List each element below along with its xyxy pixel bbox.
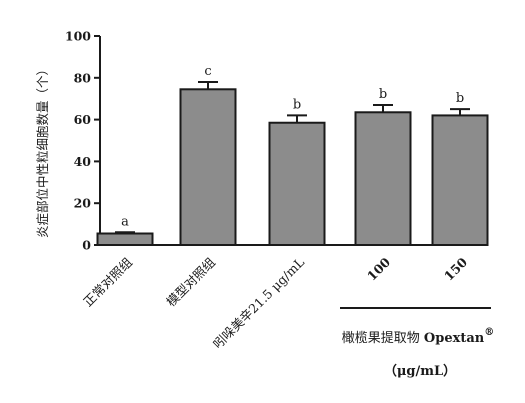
y-tick-label: 100: [65, 29, 91, 44]
y-axis-label: 炎症部位中性粒细胞数量（个）: [35, 63, 50, 238]
y-tick-label: 0: [82, 238, 91, 253]
y-tick-label: 40: [74, 154, 92, 169]
bar: [179, 88, 237, 246]
y-axis-label-group: 炎症部位中性粒细胞数量（个）: [35, 63, 50, 238]
category-label: 吲哚美辛21.5 μg/mL: [210, 255, 307, 352]
category-label: 正常对照组: [80, 255, 135, 310]
group-label-brand: Opextan: [424, 331, 485, 346]
significance-label: b: [293, 97, 301, 112]
y-tick-label: 20: [74, 196, 92, 211]
significance-label: b: [456, 91, 464, 106]
y-axis-ticks: 0 20 40 60 80 100: [65, 29, 100, 253]
y-tick-label: 80: [74, 70, 92, 85]
bar: [431, 114, 489, 246]
group-label-superscript: ®: [484, 327, 494, 338]
category-label: 100: [364, 254, 393, 283]
group-unit-label: （μg/mL）: [384, 363, 456, 379]
bar: [96, 232, 154, 247]
significance-label: c: [204, 64, 211, 79]
group-label: 橄榄果提取物 Opextan®: [342, 327, 494, 346]
bar: [354, 111, 412, 246]
significance-label: a: [121, 214, 129, 229]
y-tick-label: 60: [74, 112, 92, 127]
category-label: 150: [441, 254, 470, 283]
bar: [268, 121, 326, 246]
significance-label: b: [379, 87, 387, 102]
category-label: 模型对照组: [163, 255, 218, 310]
group-label-main: 橄榄果提取物: [342, 330, 424, 346]
bars: a c b b b: [96, 64, 489, 247]
